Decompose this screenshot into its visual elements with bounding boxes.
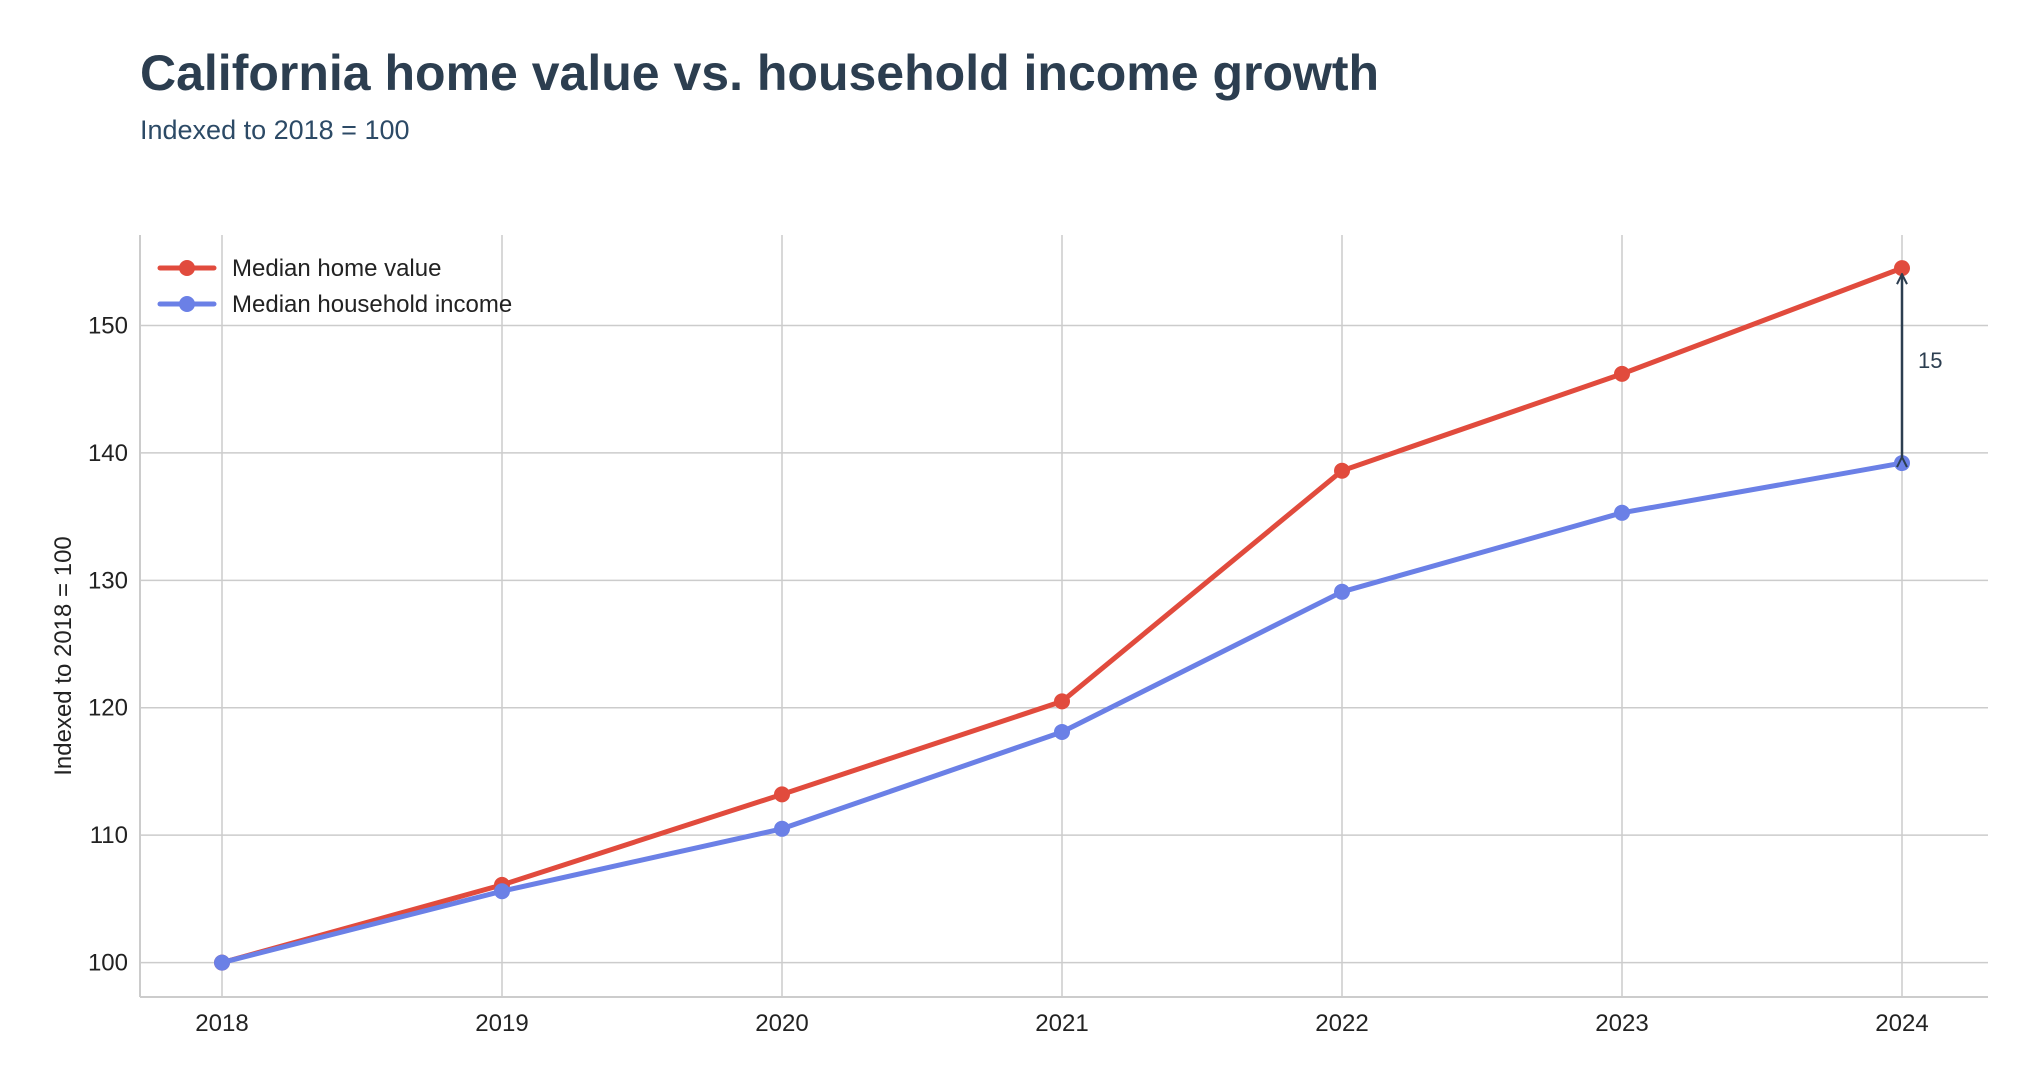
x-tick-label: 2024 bbox=[1875, 1010, 1928, 1037]
data-point bbox=[214, 954, 230, 971]
data-point bbox=[494, 883, 510, 900]
data-point bbox=[774, 786, 790, 803]
data-point bbox=[1334, 462, 1350, 479]
data-point bbox=[1894, 455, 1910, 472]
y-tick-label: 130 bbox=[88, 567, 128, 594]
x-tick-label: 2018 bbox=[195, 1010, 248, 1037]
y-tick-label: 120 bbox=[88, 695, 128, 722]
legend-label: Median household income bbox=[232, 291, 512, 318]
data-point bbox=[1614, 365, 1630, 382]
data-point bbox=[1054, 693, 1070, 710]
data-point bbox=[1614, 504, 1630, 521]
data-point bbox=[774, 820, 790, 837]
chart-title: California home value vs. household inco… bbox=[140, 45, 1380, 101]
legend-swatch-marker bbox=[179, 260, 195, 276]
data-point bbox=[1894, 260, 1910, 277]
x-tick-label: 2019 bbox=[475, 1010, 528, 1037]
data-point bbox=[1334, 583, 1350, 600]
legend-swatch-marker bbox=[179, 296, 195, 312]
chart-subtitle: Indexed to 2018 = 100 bbox=[140, 115, 410, 145]
x-tick-label: 2023 bbox=[1595, 1010, 1648, 1037]
data-point bbox=[1054, 723, 1070, 740]
y-tick-label: 110 bbox=[90, 822, 128, 849]
x-tick-label: 2020 bbox=[755, 1010, 808, 1037]
x-tick-label: 2021 bbox=[1035, 1010, 1088, 1037]
y-tick-label: 140 bbox=[88, 440, 128, 467]
y-tick-label: 100 bbox=[88, 950, 128, 977]
y-axis-title: Indexed to 2018 = 100 bbox=[50, 536, 77, 776]
gap-annotation-label: 15 bbox=[1918, 348, 1942, 373]
legend-label: Median home value bbox=[232, 255, 441, 282]
x-tick-label: 2022 bbox=[1315, 1010, 1368, 1037]
y-tick-label: 150 bbox=[88, 312, 128, 339]
